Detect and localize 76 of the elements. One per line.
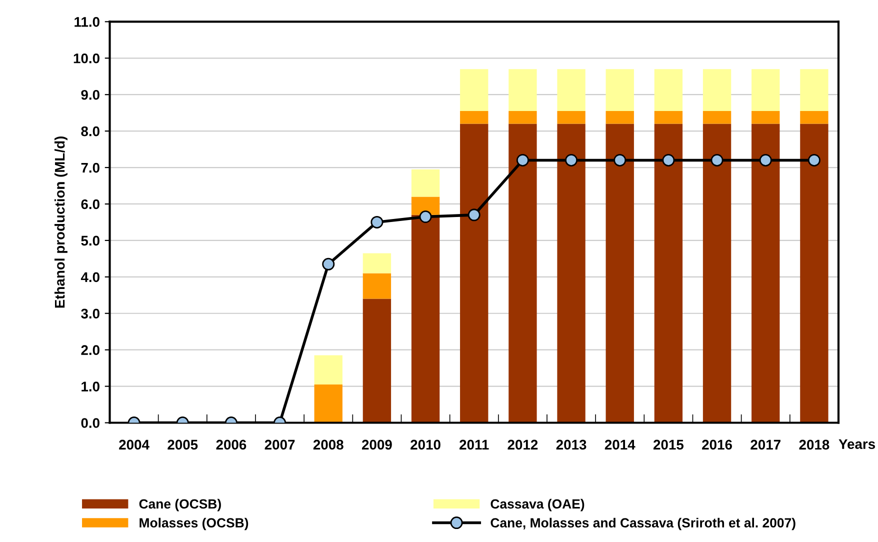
point xyxy=(370,216,384,228)
bar xyxy=(606,124,634,423)
x-tick-label: 2009 xyxy=(362,440,392,450)
point xyxy=(565,154,578,166)
bar xyxy=(654,124,683,423)
bar xyxy=(460,69,488,112)
point xyxy=(710,154,724,166)
bar xyxy=(606,69,634,112)
bar xyxy=(557,124,586,423)
bar xyxy=(752,69,780,112)
y-tick-label: 8.0 xyxy=(81,126,100,136)
bar xyxy=(411,214,440,423)
y-tick-label: 10.0 xyxy=(74,53,100,64)
x-tick-label: 2006 xyxy=(216,440,246,450)
bar xyxy=(557,111,586,124)
bar xyxy=(314,384,342,423)
y-axis-title: Ethanol production (ML/d) xyxy=(54,136,68,308)
y-tick-label: 0.0 xyxy=(81,418,100,428)
bar xyxy=(460,124,488,423)
bar xyxy=(702,111,732,124)
x-tick-label: 2010 xyxy=(410,440,440,450)
y-tick-label: 3.0 xyxy=(81,308,100,319)
legend-label: Cane (OCSB) xyxy=(139,498,221,512)
bar xyxy=(460,111,488,124)
y-tick-label: 4.0 xyxy=(80,272,100,282)
legend-label: Molasses (OCSB) xyxy=(140,518,248,530)
bar xyxy=(362,298,392,423)
x-tick-label: 2005 xyxy=(168,440,198,450)
point xyxy=(322,258,335,270)
x-tick-label: 2018 xyxy=(799,440,830,450)
y-tick-label: 6.0 xyxy=(81,199,100,210)
legend-label: Cane, Molasses and Cassava (Sriroth et al. 2007) xyxy=(490,518,796,530)
point xyxy=(662,154,675,166)
bar xyxy=(508,69,537,112)
bar xyxy=(654,69,683,112)
bar xyxy=(654,111,683,124)
y-tick-label: 2.0 xyxy=(81,345,100,356)
bar xyxy=(752,111,780,124)
x-tick-label: 2015 xyxy=(653,440,684,450)
x-tick-label: 2014 xyxy=(604,440,636,450)
bar xyxy=(606,111,634,124)
y-tick-label: 1.0 xyxy=(82,382,100,392)
y-tick-label: 7.0 xyxy=(81,162,100,173)
x-tick-label: 2012 xyxy=(508,440,538,450)
x-tick-label: 2007 xyxy=(264,440,295,450)
point xyxy=(614,154,626,166)
bar xyxy=(411,196,440,215)
bar xyxy=(411,169,440,197)
bar xyxy=(557,69,586,112)
bar xyxy=(800,69,828,112)
bar xyxy=(508,111,537,124)
x-tick-label: 2016 xyxy=(702,440,732,450)
point xyxy=(468,208,480,222)
bar xyxy=(800,124,828,423)
bar xyxy=(702,69,732,112)
point xyxy=(759,154,772,166)
bar xyxy=(362,253,392,274)
x-tick-label: 2017 xyxy=(750,440,780,450)
point xyxy=(419,210,432,223)
legend-label: Cassava (OAE) xyxy=(490,498,584,512)
point xyxy=(808,154,820,166)
y-tick-label: 11.0 xyxy=(74,17,100,27)
x-tick-label: 2008 xyxy=(313,440,344,450)
x-tick-label: 2013 xyxy=(556,440,586,450)
bar xyxy=(362,273,392,299)
bar xyxy=(800,111,828,124)
bar xyxy=(314,355,342,384)
x-axis-title: Years xyxy=(838,439,875,450)
y-tick-label: 9.0 xyxy=(81,90,100,100)
x-tick-label: 2011 xyxy=(460,440,489,450)
bar xyxy=(508,124,537,423)
x-tick-label: 2004 xyxy=(119,440,150,450)
bar xyxy=(702,124,732,423)
bar xyxy=(752,124,780,423)
y-tick-label: 5.0 xyxy=(81,236,100,246)
point xyxy=(516,154,529,166)
